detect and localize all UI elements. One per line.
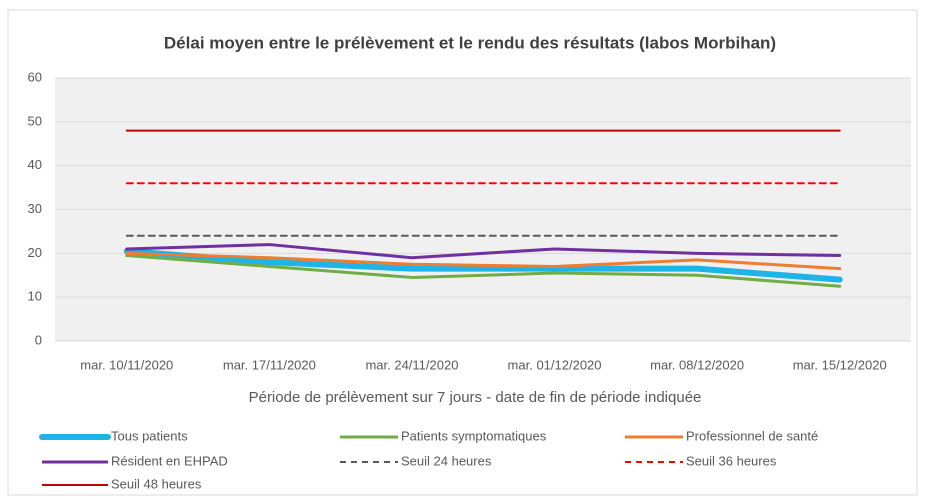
x-tick-label: mar. 08/12/2020 xyxy=(650,357,744,372)
x-tick-label: mar. 15/12/2020 xyxy=(793,357,887,372)
legend-label: Résident en EHPAD xyxy=(111,453,228,468)
x-axis-label: Période de prélèvement sur 7 jours - dat… xyxy=(249,389,702,406)
chart-title: Délai moyen entre le prélèvement et le r… xyxy=(164,33,776,52)
series-line xyxy=(123,248,843,283)
series-line xyxy=(125,243,842,260)
legend-label: Seuil 24 heures xyxy=(401,453,492,468)
x-tick-label: mar. 24/11/2020 xyxy=(365,357,458,372)
legend-label: Patients symptomatiques xyxy=(401,428,547,443)
y-tick-label: 10 xyxy=(28,289,42,304)
y-tick-label: 60 xyxy=(28,69,42,84)
legend-label: Tous patients xyxy=(111,428,188,443)
legend-label: Professionnel de santé xyxy=(686,428,818,443)
legend-label: Seuil 36 heures xyxy=(686,453,777,468)
x-tick-label: mar. 10/11/2020 xyxy=(80,357,173,372)
y-tick-label: 50 xyxy=(28,113,42,128)
y-tick-label: 30 xyxy=(28,201,42,216)
x-tick-label: mar. 17/11/2020 xyxy=(223,357,316,372)
y-tick-label: 0 xyxy=(35,332,42,347)
series-line xyxy=(125,251,842,271)
series-line xyxy=(125,254,842,288)
x-tick-label: mar. 01/12/2020 xyxy=(508,357,602,372)
y-tick-label: 40 xyxy=(28,157,42,172)
y-tick-label: 20 xyxy=(28,245,42,260)
legend-label: Seuil 48 heures xyxy=(111,476,202,491)
